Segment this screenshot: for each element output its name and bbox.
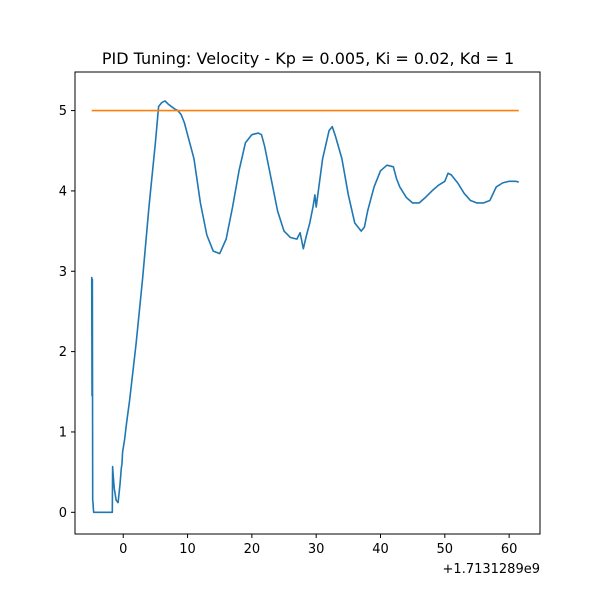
y-tick-label: 2 xyxy=(59,345,67,360)
x-tick-label: 20 xyxy=(244,542,261,557)
series-line-1 xyxy=(90,100,519,514)
x-tick-label: 40 xyxy=(372,542,389,557)
y-axis-ticks: 0 1 2 3 4 5 xyxy=(59,104,75,521)
x-tick-label: 10 xyxy=(179,542,196,557)
x-axis-offset-label: +1.7131289e9 xyxy=(443,562,540,577)
series-layer xyxy=(90,100,519,514)
plot-frame xyxy=(74,71,541,535)
x-tick-label: 60 xyxy=(501,542,518,557)
chart-title: PID Tuning: Velocity - Kp = 0.005, Ki = … xyxy=(102,49,514,68)
y-tick-label: 5 xyxy=(59,104,67,119)
y-tick-label: 0 xyxy=(59,506,67,521)
x-tick-label: 0 xyxy=(119,542,127,557)
y-tick-label: 3 xyxy=(59,265,67,280)
x-axis-ticks: 0 10 20 30 40 50 60 xyxy=(119,534,517,557)
y-tick-label: 4 xyxy=(59,184,67,199)
x-tick-label: 50 xyxy=(437,542,454,557)
y-tick-label: 1 xyxy=(59,425,67,440)
x-tick-label: 30 xyxy=(308,542,325,557)
